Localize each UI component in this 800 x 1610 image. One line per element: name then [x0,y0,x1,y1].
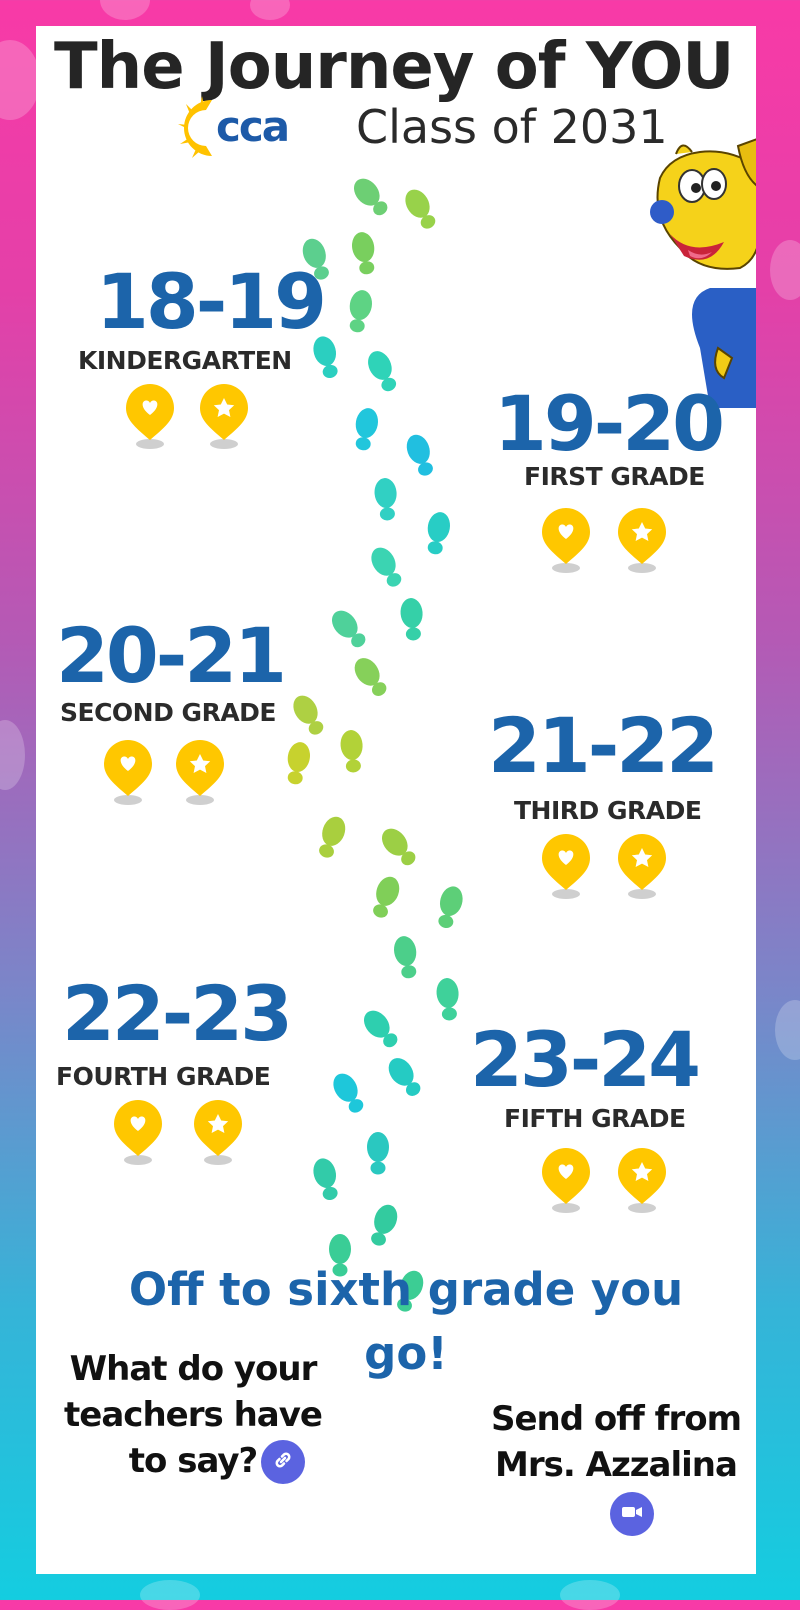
poster-panel: The Journey of YOU cca Class of 2031 [36,26,756,1574]
footprint [371,547,402,587]
sendoff-text: Send off from Mrs. Azzalina [490,1399,742,1485]
star-pin-icon[interactable] [616,834,668,900]
footprint [400,598,423,641]
fifth-grade-years: 23-24 [470,1015,701,1104]
fifth-grade-label: FIFTH GRADE [504,1104,686,1133]
footprint [381,828,416,866]
link-button[interactable] [261,1440,305,1484]
heart-pin-icon[interactable] [540,834,592,900]
heart-pin-icon[interactable] [124,384,176,450]
heart-pin-icon[interactable] [112,1100,164,1166]
footprint [319,816,346,858]
footprint [354,658,387,696]
footprint [397,1270,424,1312]
footprint [406,434,433,476]
sendoff-label: Send off from Mrs. Azzalina [486,1396,746,1488]
footprint [436,978,459,1021]
star-pin-icon[interactable] [174,740,226,806]
footprint [355,408,379,451]
second-grade-years: 20-21 [56,611,287,700]
fourth-grade-years: 22-23 [62,969,293,1058]
background-blob [775,1000,800,1060]
teachers-prompt-text: What do your teachers have to say? [64,1349,323,1481]
footprint [374,478,397,521]
footprint [287,742,311,785]
kindergarten-years: 18-19 [96,257,327,346]
third-grade-label: THIRD GRADE [514,796,702,825]
footprint [313,1158,338,1201]
closing-message: Off to sixth grade you go! [128,1263,684,1380]
teachers-prompt: What do your teachers have to say? [58,1346,328,1484]
footprint [329,1234,351,1277]
heart-pin-icon[interactable] [540,508,592,574]
video-button[interactable] [610,1492,654,1536]
footprint [313,336,338,379]
logo-text: cca [216,102,290,151]
background-blob [100,0,150,20]
footprint [340,730,363,773]
heart-pin-icon[interactable] [102,740,154,806]
footsteps-trail [287,178,463,1312]
background-blob [0,40,40,120]
heart-pin-icon[interactable] [540,1148,592,1214]
dog-mascot-image [640,138,756,413]
footprint [393,936,417,979]
first-grade-label: FIRST GRADE [524,462,705,491]
class-label: Class of 2031 [356,100,668,154]
footprint [351,232,375,275]
footprint [293,695,324,735]
footprint [405,189,436,229]
footprint [367,1132,389,1175]
footprint [371,1204,398,1246]
first-grade-years: 19-20 [494,379,725,468]
footprint [438,886,463,929]
video-icon [621,1504,643,1525]
footprint [373,876,400,918]
page-title: The Journey of YOU [54,30,734,104]
footprint [302,238,329,280]
footprint [368,351,397,392]
footprint [353,178,388,216]
background-blob [770,240,800,300]
star-pin-icon[interactable] [198,384,250,450]
second-grade-label: SECOND GRADE [60,698,277,727]
star-pin-icon[interactable] [616,1148,668,1214]
footprint [349,290,373,333]
background-blob [560,1580,620,1610]
third-grade-years: 21-22 [488,701,719,790]
footprint [363,1010,398,1048]
footprint [427,512,451,555]
footprint [331,610,366,648]
kindergarten-label: KINDERGARTEN [78,346,292,375]
star-pin-icon[interactable] [192,1100,244,1166]
star-pin-icon[interactable] [616,508,668,574]
link-icon [271,1448,295,1477]
fourth-grade-label: FOURTH GRADE [56,1062,271,1091]
background-blob [140,1580,200,1610]
footprints [287,178,463,1312]
footprint [333,1073,364,1113]
footprint [388,1058,421,1096]
background-blob [250,0,290,20]
background-blob [0,720,25,790]
cca-logo [176,92,228,164]
